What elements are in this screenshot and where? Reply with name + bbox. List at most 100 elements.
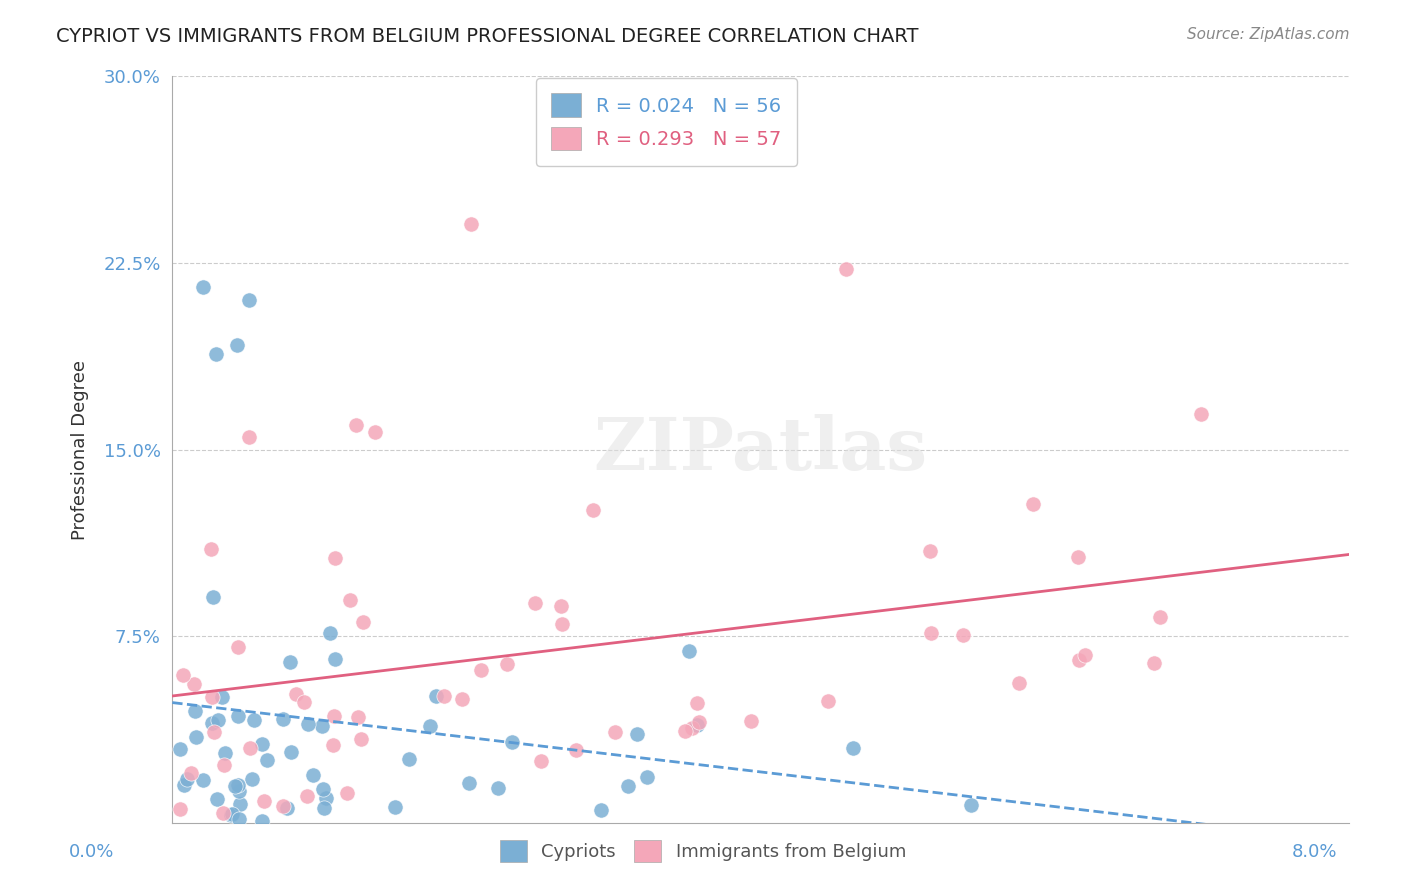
Point — [1143, 656, 1166, 670]
Point — [336, 786, 359, 800]
Point — [530, 754, 553, 768]
Point — [201, 690, 224, 705]
Legend: R = 0.024   N = 56, R = 0.293   N = 57: R = 0.024 N = 56, R = 0.293 N = 57 — [536, 78, 797, 166]
Point — [501, 735, 523, 749]
Point — [271, 798, 294, 813]
Point — [952, 628, 974, 642]
Text: Source: ZipAtlas.com: Source: ZipAtlas.com — [1187, 27, 1350, 42]
Point — [315, 791, 337, 805]
Legend: Cypriots, Immigrants from Belgium: Cypriots, Immigrants from Belgium — [492, 833, 914, 870]
Point — [959, 798, 981, 813]
Point — [172, 668, 194, 682]
Point — [460, 217, 482, 231]
Point — [688, 714, 710, 729]
Point — [617, 779, 640, 793]
Point — [226, 640, 249, 654]
Point — [842, 741, 865, 756]
Point — [273, 712, 295, 726]
Text: 0.0%: 0.0% — [69, 843, 114, 861]
Text: ZIPatlas: ZIPatlas — [593, 414, 928, 485]
Point — [524, 596, 547, 610]
Point — [238, 430, 260, 444]
Point — [173, 778, 195, 792]
Point — [384, 799, 406, 814]
Point — [1069, 653, 1091, 667]
Point — [740, 714, 762, 728]
Point — [920, 625, 942, 640]
Point — [214, 746, 236, 760]
Point — [319, 626, 342, 640]
Point — [229, 797, 252, 811]
Point — [278, 655, 301, 669]
Point — [564, 743, 586, 757]
Point — [364, 425, 387, 439]
Point — [239, 740, 262, 755]
Point — [419, 719, 441, 733]
Point — [191, 280, 214, 294]
Point — [312, 781, 335, 796]
Point — [256, 754, 278, 768]
Point — [626, 727, 648, 741]
Text: 8.0%: 8.0% — [1292, 843, 1337, 861]
Point — [1008, 675, 1031, 690]
Point — [180, 766, 202, 780]
Point — [550, 599, 572, 614]
Point — [250, 814, 273, 828]
Point — [312, 801, 335, 815]
Point — [224, 779, 246, 793]
Point — [496, 657, 519, 671]
Point — [202, 725, 225, 739]
Point — [200, 542, 222, 557]
Point — [323, 551, 346, 566]
Point — [228, 812, 250, 826]
Point — [191, 773, 214, 788]
Point — [1067, 549, 1090, 564]
Point — [817, 694, 839, 708]
Point — [280, 745, 302, 759]
Point — [636, 771, 658, 785]
Point — [451, 691, 474, 706]
Point — [834, 261, 856, 276]
Point — [211, 690, 233, 705]
Point — [169, 742, 191, 756]
Point — [339, 593, 361, 607]
Point — [486, 780, 509, 795]
Point — [219, 808, 242, 822]
Y-axis label: Professional Degree: Professional Degree — [72, 359, 89, 540]
Point — [226, 338, 249, 352]
Point — [1149, 610, 1171, 624]
Point — [323, 651, 346, 665]
Point — [605, 724, 627, 739]
Point — [323, 709, 346, 723]
Point — [276, 801, 298, 815]
Point — [211, 805, 233, 820]
Point — [201, 716, 224, 731]
Point — [685, 718, 707, 732]
Point — [458, 776, 481, 790]
Point — [398, 752, 420, 766]
Point — [582, 503, 605, 517]
Point — [243, 713, 266, 727]
Point — [184, 704, 207, 718]
Point — [681, 721, 703, 735]
Point — [686, 697, 709, 711]
Point — [169, 802, 191, 816]
Point — [284, 687, 307, 701]
Point — [252, 794, 274, 808]
Point — [1022, 497, 1045, 511]
Point — [1189, 407, 1212, 421]
Point — [425, 689, 447, 703]
Point — [184, 730, 207, 744]
Point — [295, 789, 318, 803]
Point — [242, 772, 264, 786]
Point — [347, 709, 370, 723]
Point — [226, 778, 249, 792]
Point — [205, 347, 228, 361]
Point — [212, 757, 235, 772]
Point — [678, 644, 700, 658]
Point — [433, 689, 456, 703]
Point — [920, 544, 942, 558]
Point — [207, 714, 229, 728]
Point — [297, 717, 319, 731]
Point — [470, 663, 492, 677]
